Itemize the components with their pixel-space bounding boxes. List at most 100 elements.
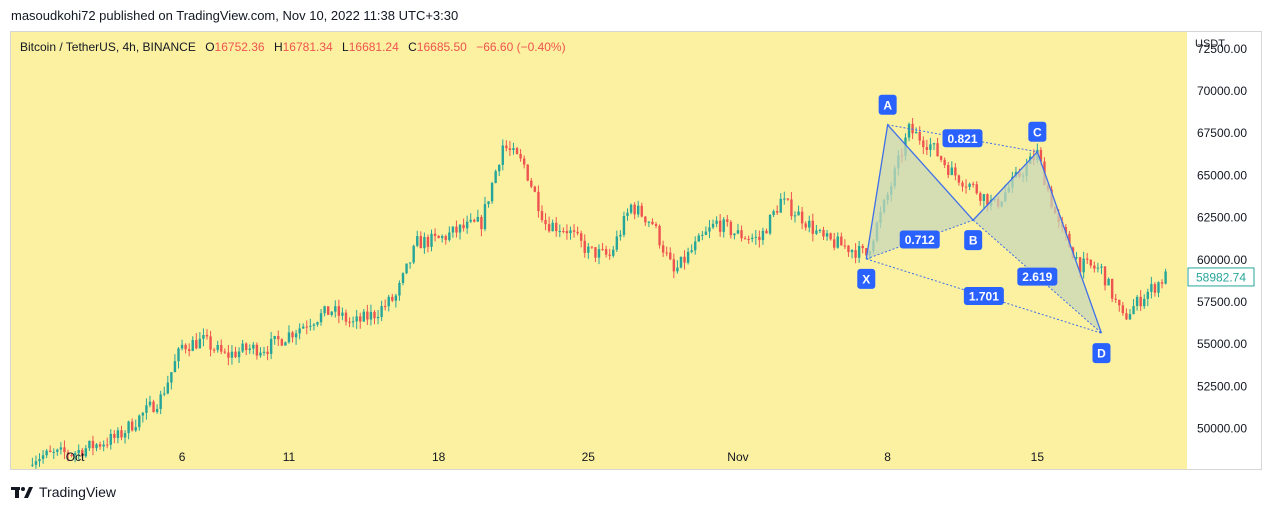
candle-body — [173, 361, 177, 373]
candle-body — [907, 123, 911, 138]
candle-body — [433, 233, 437, 236]
candle-body — [740, 230, 743, 239]
y-tick-label: 50000.00 — [1197, 422, 1247, 436]
candle-body — [604, 249, 608, 255]
candle-body — [572, 230, 576, 232]
candle-body — [419, 236, 423, 249]
x-tick-label: 11 — [283, 450, 296, 464]
candle-body — [412, 245, 415, 263]
symbol-legend: Bitcoin / TetherUS, 4h, BINANCE O16752.3… — [20, 40, 566, 54]
candle-body — [1086, 258, 1089, 260]
candle-body — [373, 311, 376, 319]
candle-body — [743, 238, 747, 240]
candle-body — [644, 216, 647, 223]
candle-body — [986, 194, 989, 206]
candle-body — [954, 167, 957, 176]
candle-body — [971, 183, 975, 185]
x-tick-label: 15 — [1031, 450, 1045, 464]
candle-body — [508, 148, 512, 151]
candle-body — [811, 220, 815, 234]
candle-body — [444, 236, 447, 240]
ratio-label: 2.619 — [1022, 270, 1052, 284]
x-tick-label: 18 — [432, 450, 446, 464]
candle-body — [640, 205, 643, 217]
ratio-label-box — [1017, 267, 1058, 286]
open-value: 16752.36 — [214, 40, 265, 54]
candle-body — [106, 444, 109, 446]
candle-body — [555, 222, 558, 232]
candle-body — [362, 311, 365, 322]
candle-body — [961, 182, 964, 187]
candle-body — [1135, 296, 1139, 307]
candle-body — [1100, 266, 1103, 268]
candle-body — [562, 230, 565, 232]
candle-body — [651, 221, 654, 225]
candle-body — [177, 348, 180, 362]
candle-body — [783, 198, 786, 200]
candle-body — [1146, 291, 1149, 299]
candle-body — [259, 352, 262, 356]
pattern-point-label: B — [969, 234, 978, 248]
candle-body — [255, 344, 259, 356]
candle-body — [302, 326, 305, 329]
pattern-point-box — [857, 268, 876, 289]
candle-body — [957, 175, 961, 183]
candle-body — [95, 444, 98, 449]
candle-body — [501, 145, 504, 165]
candle-body — [829, 233, 832, 240]
candle-body — [982, 194, 986, 201]
candle-body — [701, 234, 704, 236]
candle-body — [45, 450, 48, 456]
candle-body — [280, 339, 284, 346]
candle-body — [1160, 282, 1164, 284]
candle-body — [654, 224, 658, 226]
candle-body — [337, 306, 341, 316]
candle-body — [309, 325, 312, 327]
candle-body — [1143, 298, 1146, 307]
candle-body — [334, 306, 337, 312]
candle-body — [451, 226, 455, 233]
candle-body — [551, 222, 554, 232]
candle-body — [569, 230, 572, 234]
low-value: 16681.24 — [348, 40, 399, 54]
candle-body — [854, 250, 857, 258]
tradingview-brand[interactable]: TradingView — [11, 484, 116, 500]
candle-body — [155, 408, 159, 413]
candle-body — [797, 211, 800, 216]
candle-body — [66, 452, 70, 455]
candle-body — [130, 421, 134, 431]
candle-body — [950, 167, 953, 175]
candle-body — [768, 214, 772, 234]
high-label: H — [273, 40, 283, 54]
y-tick-label: 52500.00 — [1197, 379, 1247, 393]
candle-body — [665, 252, 668, 254]
candle-body — [825, 233, 829, 237]
candle-body — [291, 332, 294, 338]
candle-body — [298, 328, 301, 334]
low-label: L — [342, 40, 349, 54]
candle-body — [608, 254, 611, 256]
candle-body — [116, 430, 120, 438]
chart-frame[interactable] — [10, 31, 1262, 470]
candle-body — [52, 451, 55, 453]
candle-body — [622, 216, 626, 235]
candle-body — [690, 250, 693, 252]
candle-body — [715, 220, 718, 224]
candle-body — [312, 324, 316, 326]
tradingview-logo-icon — [11, 487, 33, 498]
candle-body — [63, 447, 66, 453]
candle-body — [583, 240, 586, 253]
candle-body — [672, 259, 676, 272]
pattern-point-label: D — [1097, 347, 1106, 361]
candle-body — [1110, 278, 1114, 299]
candle-body — [808, 220, 811, 228]
candle-body — [230, 351, 234, 358]
candle-body — [141, 412, 145, 416]
candle-body — [269, 338, 273, 354]
candle-body — [833, 239, 836, 248]
candle-body — [1139, 296, 1142, 307]
candle-body — [163, 393, 166, 395]
candle-body — [127, 421, 130, 434]
candle-body — [148, 401, 152, 406]
